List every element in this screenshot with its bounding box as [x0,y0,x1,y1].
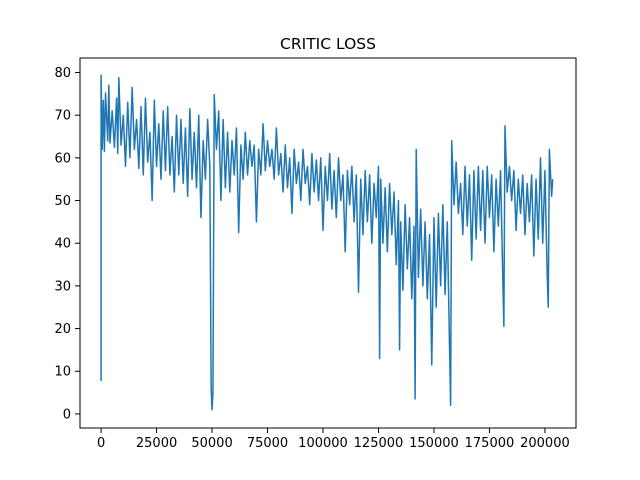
x-tick-label: 25000 [136,436,177,451]
y-tick-label: 80 [54,66,71,81]
x-tick-label: 200000 [520,436,570,451]
y-tick-label: 40 [54,237,71,252]
series-line-0 [100,74,554,411]
y-tick-label: 70 [54,109,71,124]
y-tick-label: 0 [63,407,71,422]
x-tick-label: 175000 [465,436,515,451]
y-tick-label: 10 [54,365,71,380]
x-tick-label: 75000 [247,436,288,451]
x-axis: 0 25000 50000 75000 100000 125000 150000 175000… [97,428,570,451]
x-tick-label: 0 [97,436,105,451]
y-tick-label: 20 [54,322,71,337]
y-axis: 0 10 20 30 40 50 60 70 80 [54,66,80,422]
plot-area [100,74,554,411]
y-tick-label: 60 [54,151,71,166]
x-tick-label: 50000 [191,436,232,451]
y-tick-label: 30 [54,279,71,294]
x-tick-label: 150000 [409,436,459,451]
chart-title: CRITIC LOSS [280,35,376,53]
y-tick-label: 50 [54,194,71,209]
x-tick-label: 125000 [354,436,404,451]
x-tick-label: 100000 [298,436,348,451]
